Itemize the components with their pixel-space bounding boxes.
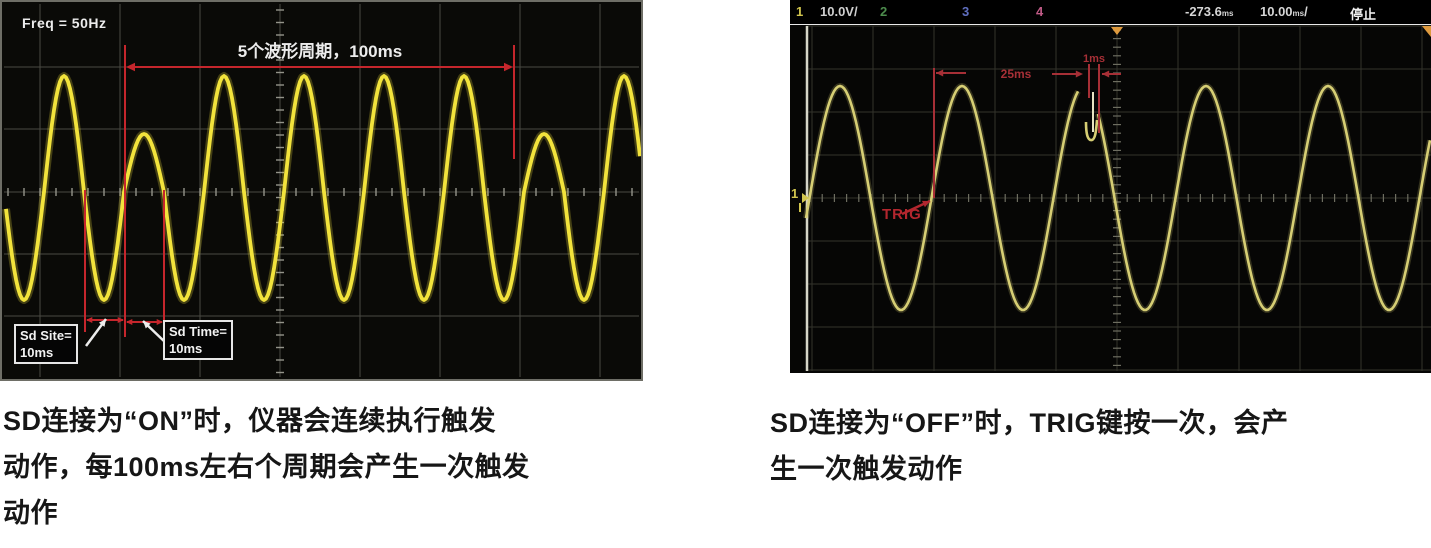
timebase-suffix: / [1304, 4, 1308, 19]
arrowhead [117, 317, 124, 323]
left-scope-canvas [2, 4, 644, 377]
left-oscilloscope-screenshot: Freq = 50Hz 5个波形周期，100ms Sd Site= 10ms S… [0, 0, 644, 381]
span-arrow-left [126, 62, 135, 72]
sine-trace [1096, 84, 1431, 312]
sd-time-pointer-arrow-head [143, 321, 151, 329]
status-bar-divider [790, 24, 1431, 25]
sd-site-value: 10ms [20, 345, 54, 360]
timebase-value: 10.00 [1260, 4, 1293, 19]
caption-line: SD连接为“OFF”时，TRIG键按一次，会产 [770, 408, 1289, 438]
caption-line: 生一次触发动作 [770, 454, 963, 484]
channel1-number: 1 [796, 4, 804, 19]
sd-time-value: 10ms [169, 341, 203, 356]
channel1-ground-marker: 1 [791, 186, 799, 201]
scope-status-bar: 1 10.0V/ 2 3 4 -273.6ms 10.00ms/ 停止 [790, 0, 1431, 24]
run-state-indicator: 停止 [1350, 7, 1377, 22]
timebase-readout: 10.00ms/ [1260, 4, 1308, 19]
period-span-annotation: 5个波形周期，100ms [237, 42, 403, 61]
channel2-number: 2 [880, 4, 888, 19]
time-offset-value: -273.6 [1185, 4, 1222, 19]
time-offset-unit: ms [1221, 9, 1234, 18]
caption-line: 动作 [3, 498, 58, 528]
right-scope-canvas [799, 25, 1431, 371]
caption-sd-on: SD连接为“ON”时，仪器会连续执行触发 动作，每100ms左右个周期会产生一次… [3, 398, 530, 536]
caption-line: SD连接为“ON”时，仪器会连续执行触发 [3, 406, 497, 436]
trigger-level-corner-icon [1422, 26, 1431, 37]
timebase-unit: ms [1292, 9, 1305, 18]
frequency-readout: Freq = 50Hz [22, 15, 107, 31]
sd-time-label: Sd Time= [169, 324, 227, 339]
sd-site-pointer-arrow-head [98, 319, 106, 327]
measurement-1ms-label: 1ms [1082, 53, 1106, 65]
arrowhead [86, 317, 93, 323]
glitch-hook [1084, 119, 1099, 142]
arrowhead [126, 319, 133, 325]
span-arrow-right [504, 62, 513, 72]
trig-label: TRIG [882, 206, 922, 223]
sd-site-callout: Sd Site= 10ms [14, 324, 78, 364]
arrowhead [156, 319, 163, 325]
channel3-number: 3 [962, 4, 970, 19]
sine-trace [4, 74, 642, 302]
sine-trace [804, 84, 1080, 312]
measurement-25ms-label: 25ms [1000, 67, 1032, 81]
trig-pointer-arrow-head [922, 200, 930, 208]
caption-sd-off: SD连接为“OFF”时，TRIG键按一次，会产 生一次触发动作 [770, 400, 1289, 492]
trigger-position-marker-icon [1111, 27, 1123, 35]
dim-25ms-right-head [1075, 70, 1083, 78]
time-offset-readout: -273.6ms [1185, 4, 1233, 19]
channel1-level-icon [802, 193, 809, 203]
channel1-scale: 10.0V/ [820, 4, 858, 19]
sd-site-label: Sd Site= [20, 328, 72, 343]
channel4-number: 4 [1036, 4, 1044, 19]
right-oscilloscope-screenshot: 1 10.0V/ 2 3 4 -273.6ms 10.00ms/ 停止 25ms… [790, 0, 1431, 373]
sd-time-callout: Sd Time= 10ms [163, 320, 233, 360]
caption-line: 动作，每100ms左右个周期会产生一次触发 [3, 452, 530, 482]
